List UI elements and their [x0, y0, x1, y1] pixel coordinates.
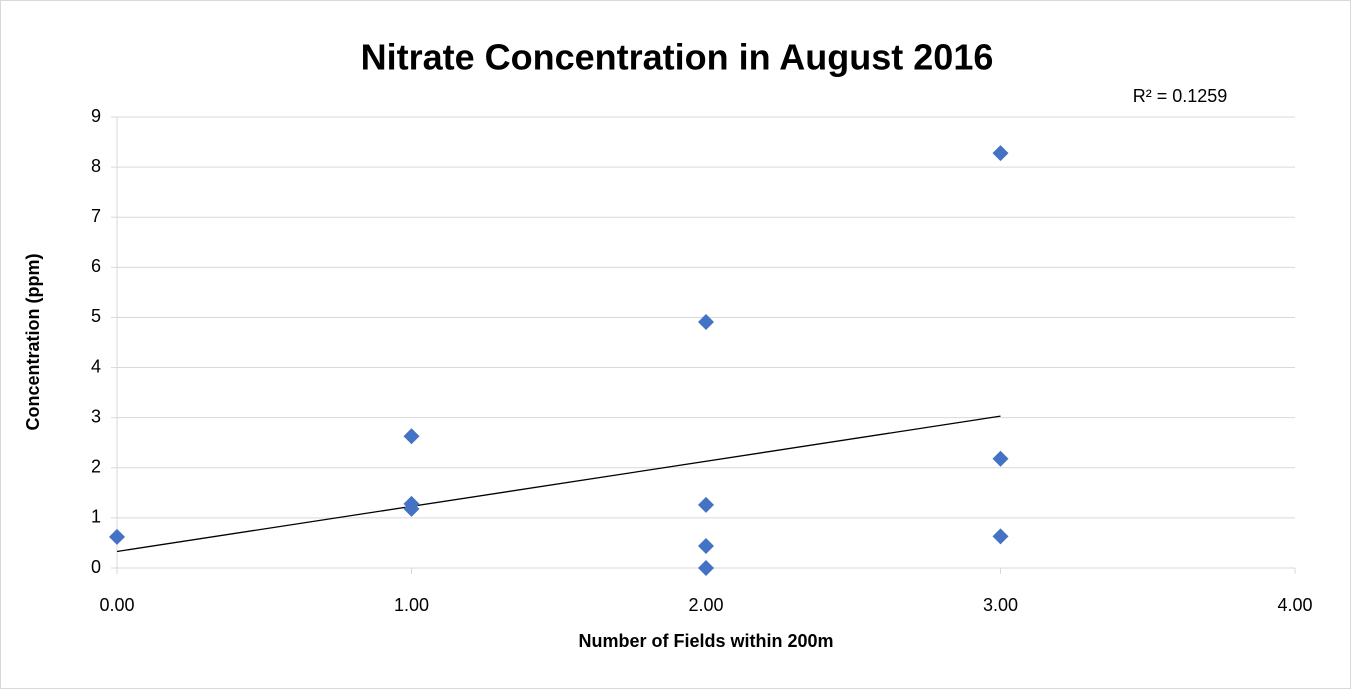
- x-tick-label: 2.00: [688, 595, 723, 615]
- data-point: [698, 560, 714, 576]
- data-point: [403, 500, 420, 517]
- data-point: [992, 450, 1009, 467]
- y-tick-label: 8: [91, 156, 101, 176]
- y-tick-label: 6: [91, 256, 101, 276]
- x-tick-label: 4.00: [1277, 595, 1312, 615]
- data-point: [109, 528, 125, 545]
- r-squared-annotation: R² = 0.1259: [1133, 86, 1228, 106]
- data-point: [698, 496, 714, 513]
- y-tick-label: 2: [91, 457, 101, 477]
- y-tick-label: 9: [91, 106, 101, 126]
- y-tick-label: 1: [91, 507, 101, 527]
- y-tick-label: 4: [91, 356, 101, 376]
- data-point: [698, 313, 714, 330]
- y-axis-title: Concentration (ppm): [23, 254, 43, 431]
- data-point: [403, 428, 420, 445]
- chart-title: Nitrate Concentration in August 2016: [361, 37, 994, 78]
- data-point: [992, 145, 1009, 162]
- y-tick-label: 5: [91, 306, 101, 326]
- data-point: [698, 537, 714, 554]
- y-tick-label: 0: [91, 557, 101, 577]
- x-tick-label: 3.00: [983, 595, 1018, 615]
- trendline: [116, 415, 1001, 553]
- x-tick-label: 1.00: [394, 595, 429, 615]
- y-tick-label: 3: [91, 406, 101, 426]
- x-tick-label: 0.00: [99, 595, 134, 615]
- data-point: [992, 528, 1009, 545]
- x-axis-title: Number of Fields within 200m: [578, 631, 833, 651]
- y-tick-label: 7: [91, 206, 101, 226]
